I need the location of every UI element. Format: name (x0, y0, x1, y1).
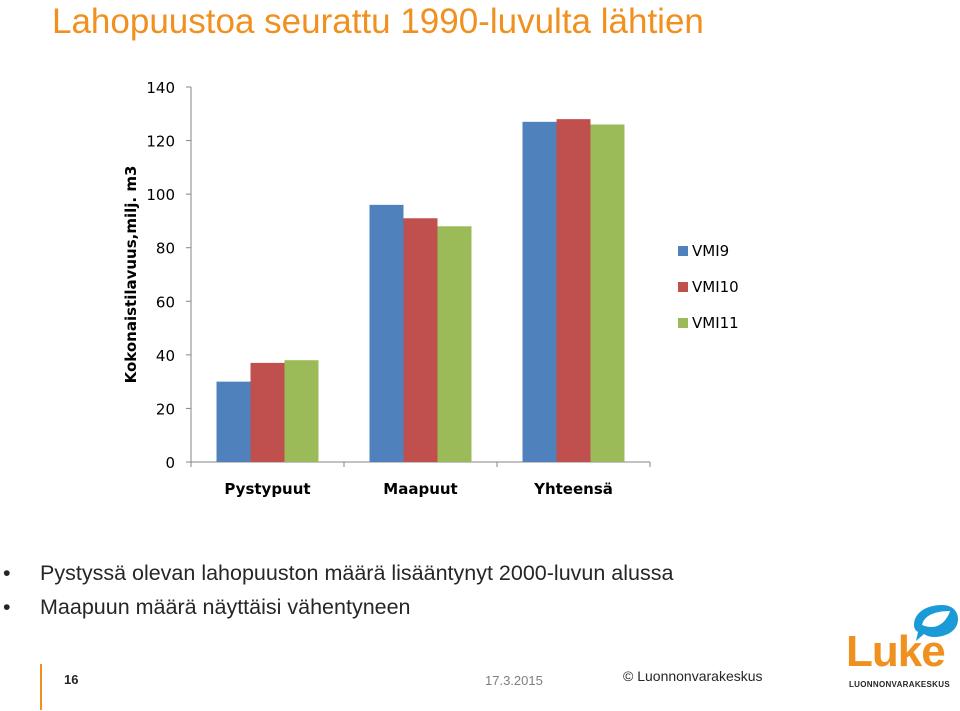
x-tick-label: Pystypuut (224, 480, 310, 498)
bullet-list: • Pystyssä olevan lahopuuston määrä lisää… (0, 558, 673, 626)
bar-vmi10-2 (556, 119, 591, 463)
x-tick-label: Maapuut (383, 480, 457, 498)
y-tick-label: 100 (146, 186, 175, 204)
bullet-text: Maapuun määrä näyttäisi vähentyneen (40, 595, 411, 619)
legend-label: VMI9 (692, 242, 729, 260)
bullet-item: • Maapuun määrä näyttäisi vähentyneen (0, 592, 673, 626)
bar-vmi11-2 (590, 124, 625, 462)
y-tick-label: 20 (156, 400, 175, 418)
slide-title: Lahopuustoa seurattu 1990-luvulta lähtie… (52, 2, 704, 41)
legend-swatch (678, 282, 688, 292)
page-number: 16 (64, 672, 79, 687)
legend-swatch (678, 318, 688, 328)
bullet-dot: • (3, 561, 11, 585)
bar-vmi11-0 (284, 360, 319, 462)
bar-vmi11-1 (437, 226, 472, 462)
legend-swatch (678, 246, 688, 256)
legend-label: VMI11 (692, 314, 739, 332)
bar-vmi10-1 (403, 218, 438, 462)
luke-logo: Luke LUONNONVARAKESKUS (846, 603, 958, 693)
legend-label: VMI10 (692, 278, 739, 296)
y-tick-label: 40 (156, 347, 175, 365)
y-tick-label: 140 (146, 79, 175, 97)
bar-vmi9-0 (216, 381, 251, 462)
y-tick-label: 60 (156, 293, 175, 311)
x-tick-label: Yhteensä (533, 480, 613, 498)
bar-chart: 0 20 40 60 80 100 120 140 Pystypuut Maapuut Yhteen… (122, 79, 739, 498)
footer-copyright: © Luonnonvarakeskus (623, 668, 763, 684)
leaf-bubble-icon (914, 605, 958, 641)
logo-subtitle: LUONNONVARAKESKUS (849, 680, 950, 689)
footer-date: 17.3.2015 (485, 673, 543, 688)
y-tick-label: 0 (165, 454, 175, 472)
footer-divider (40, 664, 42, 710)
bullet-dot: • (3, 595, 11, 619)
bar-vmi9-2 (522, 121, 557, 463)
bullet-text: Pystyssä olevan lahopuuston määrä lisään… (40, 561, 674, 585)
logo-wordmark: Luke (846, 627, 946, 676)
y-axis-label: Kokonaistilavuus,milj. m3 (122, 166, 140, 384)
y-tick-label: 80 (156, 240, 175, 258)
bar-vmi9-1 (369, 204, 404, 462)
bar-vmi10-0 (250, 362, 285, 462)
y-tick-label: 120 (146, 133, 175, 151)
bullet-item: • Pystyssä olevan lahopuuston määrä lisää… (0, 558, 673, 592)
